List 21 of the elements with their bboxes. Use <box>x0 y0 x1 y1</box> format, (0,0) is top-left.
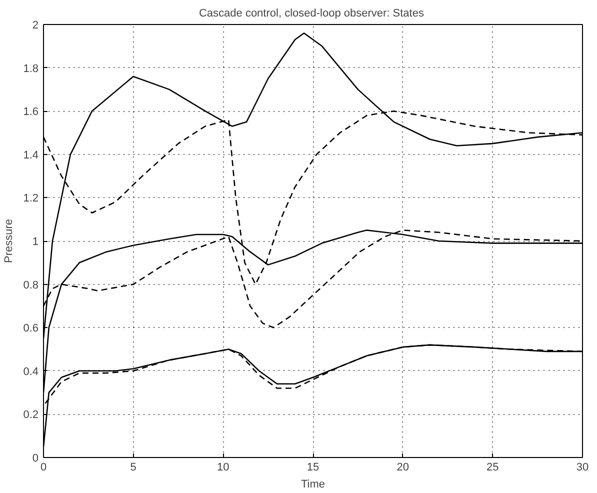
x-tick-label: 25 <box>486 462 499 474</box>
y-tick-label: 1.6 <box>23 106 39 118</box>
y-tick-label: 0.8 <box>23 279 39 292</box>
y-tick-label: 0.6 <box>23 322 39 335</box>
y-tick-label: 1.8 <box>23 62 39 75</box>
x-tick-label: 30 <box>576 462 589 474</box>
chart-title: Cascade control, closed-loop observer: States <box>198 8 424 20</box>
y-tick-label: 1.2 <box>23 192 39 205</box>
x-tick-label: 10 <box>217 462 230 474</box>
y-axis-title: Pressure <box>3 218 16 264</box>
x-tick-label: 15 <box>306 462 320 474</box>
x-axis-title: Time <box>300 478 326 490</box>
x-tick-label: 20 <box>396 462 409 474</box>
y-tick-label: 0.2 <box>23 409 39 422</box>
y-tick-label: 1 <box>32 236 39 248</box>
x-tick-label: 0 <box>40 462 47 474</box>
y-tick-label: 0.4 <box>23 366 39 378</box>
y-tick-label: 1.4 <box>23 149 39 162</box>
y-tick-label: 2 <box>32 20 39 32</box>
y-tick-label: 0 <box>32 452 39 464</box>
x-tick-label: 5 <box>130 462 136 474</box>
